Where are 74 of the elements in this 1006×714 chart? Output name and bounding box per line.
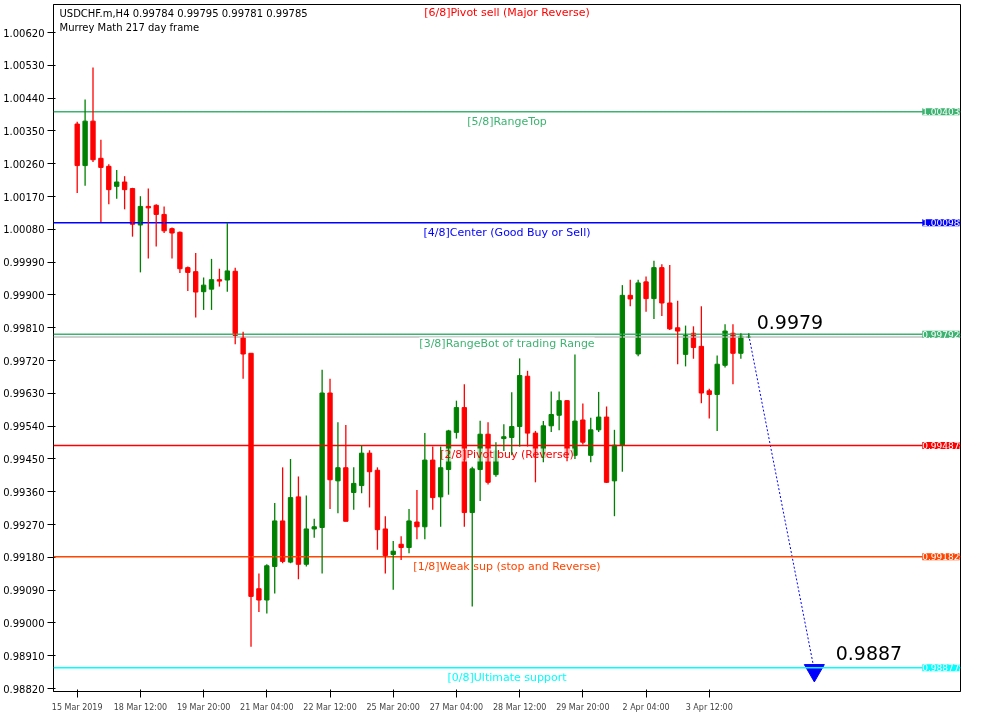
x-tick-label: 15 Mar 2019 [51, 702, 103, 712]
candlestick [667, 264, 673, 331]
candlestick [674, 300, 681, 365]
annotation: [6/8]Pivot sell (Major Reverse) [424, 5, 590, 19]
annotation: 1.00098 [922, 218, 960, 229]
y-tick-label: 0.99450 [3, 453, 45, 465]
candlestick [193, 252, 199, 319]
y-tick-label: 1.00620 [3, 27, 45, 39]
y-tick-label: 0.99720 [3, 355, 45, 367]
x-tick-label: 18 Mar 12:00 [113, 702, 168, 712]
x-tick-label: 19 Mar 20:00 [176, 702, 231, 712]
annotation: 0.99182 [922, 552, 960, 563]
candlestick [627, 279, 633, 307]
candlestick [390, 540, 396, 591]
candlestick [232, 266, 238, 345]
candlestick [548, 390, 554, 433]
candlestick [351, 466, 357, 511]
annotation: 0.99487 [922, 440, 960, 451]
x-tick-label: 21 Mar 04:00 [240, 702, 294, 712]
y-tick-label: 1.00440 [3, 93, 45, 105]
annotation: 1.00403 [922, 107, 960, 118]
annotation: 0.99792 [922, 329, 960, 340]
candlestick [469, 465, 475, 608]
candlestick [153, 203, 159, 248]
x-tick-label: 29 Mar 20:00 [556, 702, 610, 712]
candlestick [145, 187, 151, 260]
y-tick-label: 0.99900 [3, 289, 45, 301]
annotation: 0.98877 [922, 663, 960, 674]
candlestick [303, 494, 309, 568]
candlestick [272, 502, 278, 595]
candlestick [224, 222, 230, 293]
y-tick-label: 0.99540 [3, 421, 45, 433]
candlestick [706, 387, 712, 420]
candlestick [635, 279, 641, 357]
y-tick-label: 1.00350 [3, 125, 45, 137]
candlestick [264, 563, 270, 615]
x-tick-label: 28 Mar 12:00 [492, 702, 547, 712]
y-tick-label: 1.00080 [3, 224, 45, 236]
y-tick-label: 0.99000 [3, 617, 45, 629]
candlestick [311, 518, 317, 539]
y-tick-label: 1.00170 [3, 191, 45, 203]
y-tick-label: 0.99270 [3, 519, 45, 531]
ref-line-label: [4/8]Center (Good Buy or Sell) [423, 225, 591, 239]
annotation: 0.9887 [835, 642, 903, 665]
x-tick-label: 2 Apr 04:00 [622, 702, 670, 712]
candlestick [106, 163, 112, 205]
x-tick-label: 25 Mar 20:00 [366, 702, 420, 712]
x-tick-label: 27 Mar 04:00 [429, 702, 484, 712]
y-tick-label: 0.98820 [3, 683, 45, 695]
ref-line-label: [5/8]RangeTop [467, 114, 547, 128]
candlestick [185, 265, 191, 292]
candlestick [74, 121, 80, 194]
y-tick-label: 0.99990 [3, 257, 45, 269]
y-tick-label: 0.98910 [3, 650, 45, 662]
y-tick-label: 0.99090 [3, 585, 45, 597]
candlestick [501, 423, 507, 452]
y-tick-label: 0.99360 [3, 486, 45, 498]
text: Murrey Math 217 day frame [59, 21, 200, 33]
y-tick-label: 0.99630 [3, 388, 45, 400]
ref-line-label: [0/8]Ultimate support [447, 670, 568, 684]
y-tick-label: 0.99810 [3, 322, 45, 334]
chart-title: USDCHF.m,H4 0.99784 0.99795 0.99781 0.99785 [59, 7, 308, 19]
candlestick [714, 354, 720, 432]
ref-line-label: [1/8]Weak sup (stop and Reverse) [413, 559, 601, 573]
y-tick-label: 0.99180 [3, 552, 45, 564]
annotation: 0.9979 [756, 311, 824, 334]
y-tick-label: 1.00530 [3, 60, 45, 72]
y-tick-label: 1.00260 [3, 158, 45, 170]
candlestick [422, 432, 428, 540]
x-tick-label: 22 Mar 12:00 [303, 702, 357, 712]
candlestick [114, 169, 120, 200]
ref-line-label: [3/8]RangeBot of trading Range [419, 337, 595, 351]
x-tick-label: 3 Apr 12:00 [685, 702, 733, 712]
candlestick [588, 417, 594, 463]
